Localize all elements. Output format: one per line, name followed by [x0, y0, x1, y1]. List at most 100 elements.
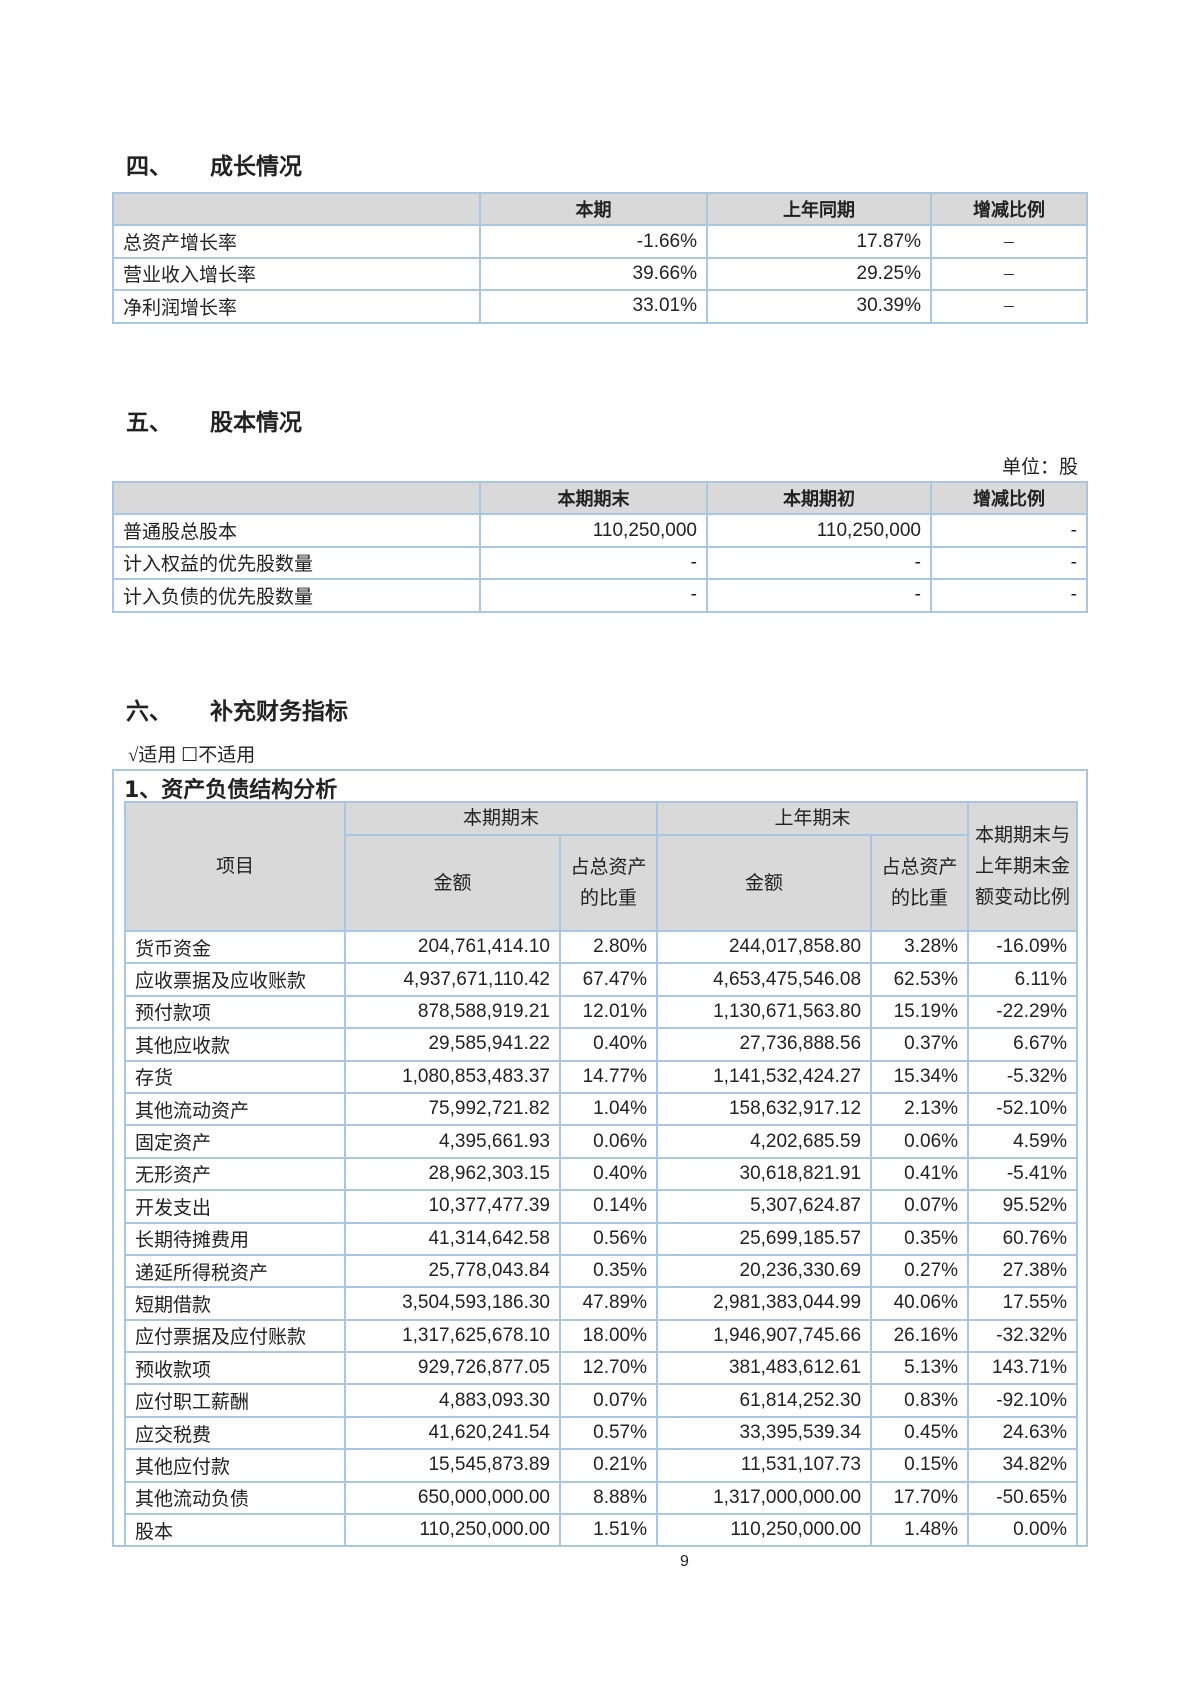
cell-value: 29.25% [706, 256, 932, 292]
cell-value: 0.27% [870, 1253, 970, 1289]
cell-value: 381,483,612.61 [656, 1351, 873, 1386]
share-capital-table: 本期期末 本期期初 增减比例 普通股总股本 110,250,000 110,250,000… [112, 480, 1088, 613]
table-row: 计入权益的优先股数量 - - - [112, 545, 1088, 581]
table-row: 预收款项 929,726,877.05 12.70% 381,483,612.61 5.… [124, 1351, 1079, 1386]
table-row: 货币资金 204,761,414.10 2.80% 244,017,858.80 3.2… [124, 929, 1079, 965]
cell-value: -5.41% [967, 1156, 1079, 1192]
cell-value: 30.39% [706, 289, 932, 324]
row-label: 净利润增长率 [112, 289, 481, 324]
cell-value: 95.52% [967, 1189, 1079, 1224]
column-header: 上年同期 [706, 191, 932, 227]
cell-value: 34.82% [967, 1448, 1079, 1483]
cell-value: 25,699,185.57 [656, 1221, 873, 1256]
cell-value: 41,314,642.58 [344, 1221, 561, 1256]
table-row: 总资产增长率 -1.66% 17.87% – [112, 224, 1088, 259]
cell-value: 61,814,252.30 [656, 1383, 873, 1418]
cell-value: 1,317,000,000.00 [656, 1480, 873, 1516]
header-ratio: 占总资产的比重 [558, 834, 659, 932]
table-row: 其他流动资产 75,992,721.82 1.04% 158,632,917.12 2.… [124, 1091, 1079, 1127]
cell-value: 650,000,000.00 [344, 1480, 561, 1516]
cell-value: 4.59% [967, 1124, 1079, 1159]
row-label: 货币资金 [124, 929, 346, 965]
growth-table: 本期 上年同期 增减比例 总资产增长率 -1.66% 17.87% – 营业收入增长率 39.6… [112, 191, 1088, 324]
cell-value: 110,250,000.00 [344, 1513, 561, 1548]
column-header: 本期期末 [479, 480, 708, 516]
row-label: 应付职工薪酬 [124, 1383, 346, 1418]
cell-value: 2.13% [870, 1091, 970, 1127]
cell-value: 1,130,671,563.80 [656, 994, 873, 1030]
balance-structure-table: 项目 本期期末 上年期末 本期期末与上年期末金额变动比例 金额 占总资产的比重 … [124, 801, 1079, 1548]
table-row: 其他流动负债 650,000,000.00 8.88% 1,317,000,000.0… [124, 1480, 1079, 1516]
cell-value: -52.10% [967, 1091, 1079, 1127]
cell-value: 1,946,907,745.66 [656, 1318, 873, 1354]
cell-value: 0.40% [558, 1027, 659, 1062]
cell-value: -32.32% [967, 1318, 1079, 1354]
cell-value: 2.80% [558, 929, 659, 965]
cell-value: - [479, 578, 708, 613]
header-amount: 金额 [656, 834, 873, 932]
cell-value: 12.01% [558, 994, 659, 1030]
cell-value: - [930, 545, 1088, 581]
cell-value: 0.00% [967, 1513, 1079, 1548]
column-header [112, 480, 481, 516]
cell-value: 0.45% [870, 1415, 970, 1451]
table-row: 净利润增长率 33.01% 30.39% – [112, 289, 1088, 324]
cell-value: – [930, 289, 1088, 324]
cell-value: 3.28% [870, 929, 970, 965]
row-label: 其他流动资产 [124, 1091, 346, 1127]
row-label: 固定资产 [124, 1124, 346, 1159]
header-amount: 金额 [344, 834, 561, 932]
header-change: 本期期末与上年期末金额变动比例 [967, 801, 1079, 932]
cell-value: - [706, 545, 932, 581]
cell-value: 29,585,941.22 [344, 1027, 561, 1062]
row-label: 其他应付款 [124, 1448, 346, 1483]
cell-value: 4,937,671,110.42 [344, 962, 561, 997]
cell-value: 0.07% [558, 1383, 659, 1418]
table-row: 固定资产 4,395,661.93 0.06% 4,202,685.59 0.06% 4.… [124, 1124, 1079, 1159]
cell-value: 33.01% [479, 289, 708, 324]
cell-value: 0.41% [870, 1156, 970, 1192]
cell-value: 47.89% [558, 1286, 659, 1321]
header-row: 本期期末 本期期初 增减比例 [112, 480, 1088, 516]
cell-value: - [479, 545, 708, 581]
cell-value: 1.04% [558, 1091, 659, 1127]
cell-value: 17.87% [706, 224, 932, 259]
row-label: 计入权益的优先股数量 [112, 545, 481, 581]
table-row: 计入负债的优先股数量 - - - [112, 578, 1088, 613]
cell-value: 40.06% [870, 1286, 970, 1321]
cell-value: 8.88% [558, 1480, 659, 1516]
cell-value: 158,632,917.12 [656, 1091, 873, 1127]
cell-value: 1.51% [558, 1513, 659, 1548]
cell-value: 15.34% [870, 1059, 970, 1094]
table-row: 存货 1,080,853,483.37 14.77% 1,141,532,424.27… [124, 1059, 1079, 1094]
cell-value: 4,653,475,546.08 [656, 962, 873, 997]
cell-value: 24.63% [967, 1415, 1079, 1451]
header-current: 本期期末 [343, 801, 659, 836]
cell-value: -92.10% [967, 1383, 1079, 1418]
cell-value: - [930, 513, 1088, 548]
column-header: 本期 [479, 191, 708, 227]
cell-value: 11,531,107.73 [656, 1448, 873, 1483]
cell-value: 0.83% [870, 1383, 970, 1418]
table-row: 股本 110,250,000.00 1.51% 110,250,000.00 1.48%… [124, 1513, 1079, 1548]
cell-value: 62.53% [870, 962, 970, 997]
cell-value: 6.67% [967, 1027, 1079, 1062]
cell-value: 1,080,853,483.37 [344, 1059, 561, 1094]
cell-value: - [930, 578, 1088, 613]
cell-value: -1.66% [479, 224, 708, 259]
row-label: 应付票据及应付账款 [124, 1318, 346, 1354]
row-label: 计入负债的优先股数量 [112, 578, 481, 613]
cell-value: 12.70% [558, 1351, 659, 1386]
table-row: 开发支出 10,377,477.39 0.14% 5,307,624.87 0.07% 9… [124, 1189, 1079, 1224]
cell-value: 0.06% [870, 1124, 970, 1159]
cell-value: 75,992,721.82 [344, 1091, 561, 1127]
balance-structure-title: 1、资产负债结构分析 [124, 778, 338, 803]
table-row: 短期借款 3,504,593,186.30 47.89% 2,981,383,044.… [124, 1286, 1079, 1321]
row-label: 开发支出 [124, 1189, 346, 1224]
cell-value: 10,377,477.39 [344, 1189, 561, 1224]
applicable-checkbox: √适用 ☐不适用 [128, 745, 256, 766]
cell-value: -5.32% [967, 1059, 1079, 1094]
cell-value: 39.66% [479, 256, 708, 292]
cell-value: 26.16% [870, 1318, 970, 1354]
cell-value: 0.14% [558, 1189, 659, 1224]
